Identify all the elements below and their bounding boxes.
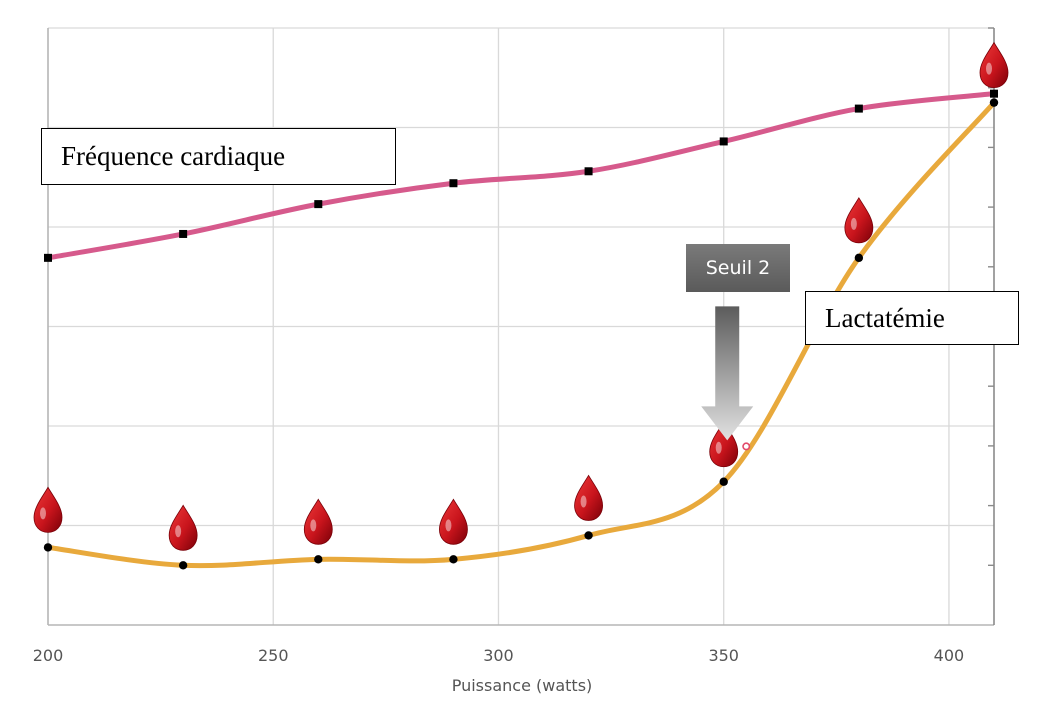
blood-drop-icon xyxy=(168,504,198,551)
down-arrow-icon xyxy=(701,306,754,441)
data-point xyxy=(179,229,188,238)
series-markers xyxy=(43,89,999,570)
blood-drop-icon xyxy=(979,41,1009,89)
data-point xyxy=(854,253,864,263)
data-point xyxy=(584,167,593,176)
data-point xyxy=(854,104,863,113)
x-tick-label: 400 xyxy=(934,646,965,665)
x-tick-label: 300 xyxy=(483,646,514,665)
lactate-label: Lactatémie xyxy=(805,291,1019,345)
data-point xyxy=(43,543,53,552)
data-point xyxy=(719,477,728,486)
x-tick-label: 200 xyxy=(33,646,64,665)
data-point xyxy=(584,531,593,540)
data-point xyxy=(990,89,998,98)
threshold-label: Seuil 2 xyxy=(686,244,790,292)
blood-drop-icon xyxy=(303,498,333,545)
data-point xyxy=(178,561,188,570)
x-tick-labels: 200 250 300 350 400 xyxy=(33,646,964,665)
x-axis-title: Puissance (watts) xyxy=(452,676,593,695)
threshold-arrow xyxy=(701,306,754,451)
data-point xyxy=(44,253,52,262)
data-point xyxy=(314,200,323,209)
data-point xyxy=(989,98,999,107)
blood-drop-icon xyxy=(439,498,468,545)
threshold-point xyxy=(742,442,751,451)
data-point xyxy=(314,555,323,564)
series-line-heart-rate xyxy=(45,91,997,261)
blood-drops xyxy=(33,41,1009,551)
heart-rate-label: Fréquence cardiaque xyxy=(41,128,396,185)
blood-drop-icon xyxy=(574,474,603,521)
x-tick-label: 250 xyxy=(258,646,289,665)
data-point xyxy=(449,179,458,188)
data-point xyxy=(449,555,458,564)
data-point xyxy=(719,137,728,146)
blood-drop-icon xyxy=(33,486,63,533)
blood-drop-icon xyxy=(844,197,874,244)
x-tick-label: 350 xyxy=(708,646,739,665)
